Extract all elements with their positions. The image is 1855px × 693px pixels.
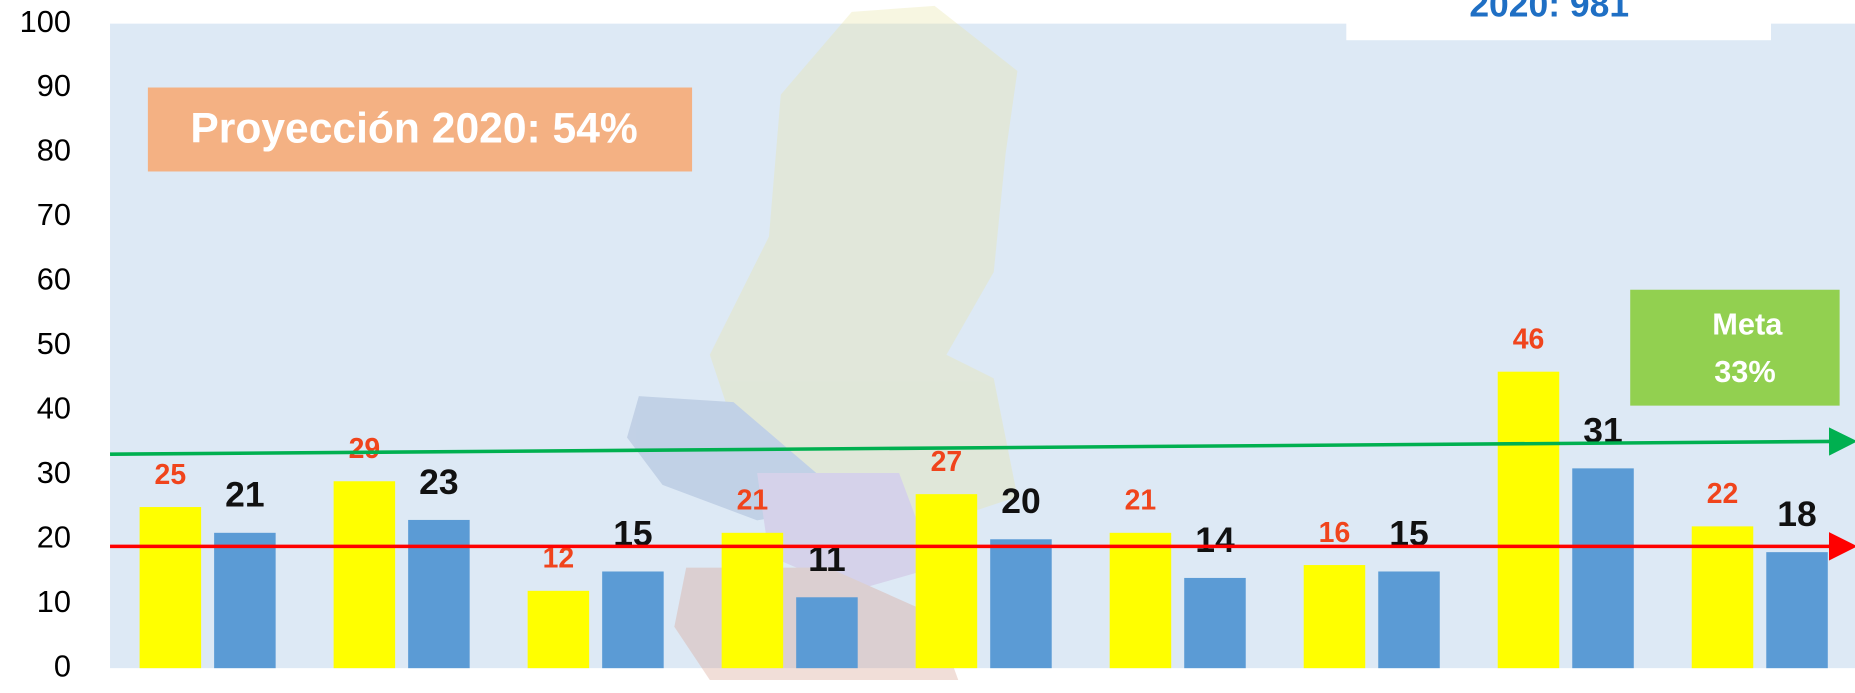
bar [1691,526,1754,669]
bar [139,507,202,669]
data-label: 27 [931,446,963,478]
reference-line [110,427,1855,456]
bar [333,481,396,669]
goal-annotation: Meta [1712,307,1783,342]
bar [1109,532,1172,669]
projection-box [147,87,693,172]
y-tick-label: 70 [37,197,71,232]
bar [602,571,664,669]
bar [408,519,470,669]
y-tick-label: 80 [37,133,71,168]
data-label: 20 [1001,481,1040,521]
bar [1497,371,1560,669]
data-label: 16 [1319,517,1351,549]
bar [1184,577,1246,669]
data-label: 29 [349,433,381,465]
bar [214,532,276,669]
data-label: 21 [737,485,769,517]
y-tick-label: 50 [37,326,71,361]
y-tick-label: 100 [20,4,71,39]
bar [915,494,978,669]
goal-annotation: 33% [1714,354,1776,389]
bar [527,590,590,669]
y-tick-label: 40 [37,390,71,425]
bar [1766,552,1828,669]
goal-box [1630,289,1840,406]
y-tick-label: 60 [37,262,71,297]
top-annotation: 2020: 981 [1469,0,1629,24]
y-tick-label: 0 [54,648,71,683]
top-box [1346,0,1772,41]
bar [1303,565,1366,669]
data-label: 23 [419,462,458,502]
y-tick-label: 10 [37,584,71,619]
data-label: 21 [1125,485,1157,517]
bar [721,532,784,669]
projection-annotation: Proyección 2020: 54% [190,105,637,153]
y-tick-label: 30 [37,455,71,490]
y-tick-label: 90 [37,68,71,103]
data-label: 22 [1707,478,1739,510]
y-tick-label: 20 [37,519,71,554]
data-label: 46 [1513,323,1545,355]
data-label: 18 [1777,494,1816,534]
bar [796,597,858,669]
bar [990,539,1052,669]
bar [1572,468,1634,669]
data-label: 14 [1195,520,1235,560]
bar [1378,571,1440,669]
data-label: 21 [225,475,264,515]
data-label: 25 [155,459,187,491]
